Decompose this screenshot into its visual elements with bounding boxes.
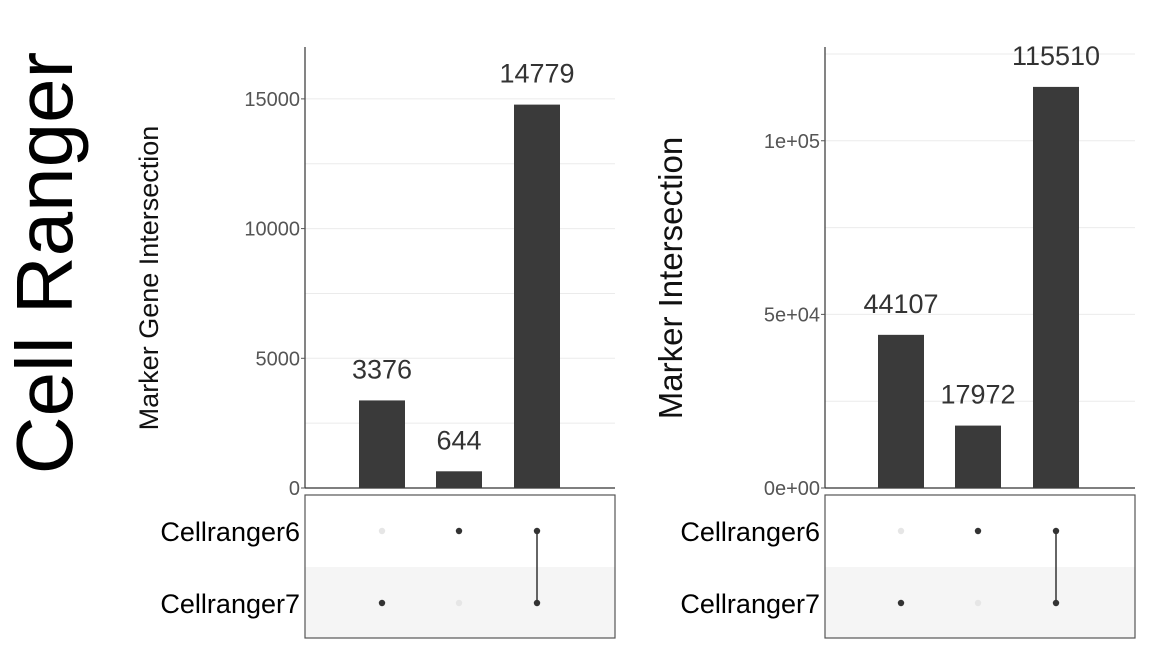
matrix-dot-active bbox=[533, 527, 541, 535]
data-label: 3376 bbox=[352, 354, 412, 384]
bar bbox=[436, 471, 482, 488]
bar bbox=[514, 104, 560, 488]
matrix-dot-inactive bbox=[455, 599, 463, 607]
matrix-dot-active bbox=[455, 527, 463, 535]
chart-panel-marker-gene: 0 5000 10000 15000 Marker Gene Intersection 3… bbox=[134, 47, 616, 639]
matrix-dot-active bbox=[974, 527, 982, 535]
matrix-dot-active bbox=[378, 599, 386, 607]
chart-panel-marker: 0e+00 5e+04 1e+05 Marker Intersection 44107 1… bbox=[652, 41, 1136, 639]
bar bbox=[878, 334, 924, 488]
set-label: Cellranger7 bbox=[160, 589, 300, 619]
matrix-frame bbox=[824, 494, 1136, 639]
gridlines bbox=[825, 53, 1135, 402]
page-title: Cell Ranger bbox=[0, 52, 89, 474]
matrix-dot-inactive bbox=[378, 527, 386, 535]
data-label: 644 bbox=[436, 425, 481, 455]
y-axis-label: Marker Gene Intersection bbox=[134, 126, 164, 431]
matrix-dot-active bbox=[1052, 527, 1060, 535]
data-label: 17972 bbox=[940, 380, 1015, 410]
y-tick-label: 5e+04 bbox=[764, 304, 820, 326]
gridlines bbox=[305, 98, 615, 424]
y-tick-label: 0 bbox=[289, 478, 300, 500]
matrix-dot-active bbox=[897, 599, 905, 607]
matrix-dot-inactive bbox=[974, 599, 982, 607]
bar bbox=[955, 425, 1001, 488]
matrix-dot-active bbox=[1052, 599, 1060, 607]
matrix-frame bbox=[304, 494, 616, 639]
matrix-dot-inactive bbox=[897, 527, 905, 535]
set-label: Cellranger6 bbox=[160, 517, 300, 547]
y-tick-label: 15000 bbox=[244, 89, 300, 111]
bar bbox=[1033, 86, 1079, 488]
data-label: 115510 bbox=[1012, 41, 1100, 71]
data-label: 44107 bbox=[863, 289, 938, 319]
data-label: 14779 bbox=[499, 59, 574, 89]
set-label: Cellranger7 bbox=[680, 589, 820, 619]
y-tick-label: 5000 bbox=[256, 348, 301, 370]
matrix-dot-active bbox=[533, 599, 541, 607]
y-tick-label: 0e+00 bbox=[764, 478, 820, 500]
bar bbox=[359, 400, 405, 488]
set-label: Cellranger6 bbox=[680, 517, 820, 547]
y-tick-label: 1e+05 bbox=[764, 131, 820, 153]
y-axis-label: Marker Intersection bbox=[652, 137, 689, 419]
y-tick-label: 10000 bbox=[244, 219, 300, 241]
